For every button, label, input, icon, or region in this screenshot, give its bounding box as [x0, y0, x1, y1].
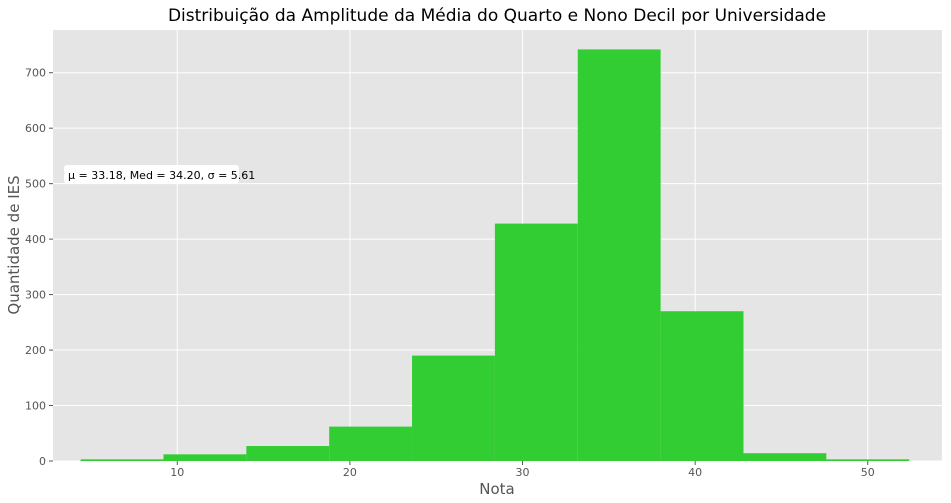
histogram-bar-4: [412, 355, 495, 461]
stats-annotation-box: [64, 165, 239, 184]
histogram-bar-1: [163, 454, 247, 461]
histogram-bar-8: [743, 453, 827, 461]
histogram-bar-9: [826, 459, 910, 461]
y-axis-label: Quantidade de IES: [5, 175, 23, 314]
x-tick-label: 40: [688, 466, 702, 479]
histogram-bar-7: [660, 311, 744, 461]
x-tick-label: 10: [170, 466, 184, 479]
x-axis-label: Nota: [479, 480, 514, 498]
y-tick-label: 700: [25, 67, 46, 80]
histogram-bar-2: [246, 446, 330, 461]
y-tick-label: 100: [25, 400, 46, 413]
histogram-bar-5: [494, 223, 578, 461]
y-tick-label: 300: [25, 289, 46, 302]
chart-title: Distribuição da Amplitude da Média do Qu…: [168, 6, 826, 26]
stats-annotation: μ = 33.18, Med = 34.20, σ = 5.61: [64, 165, 255, 184]
x-tick-label: 20: [343, 466, 357, 479]
x-tick-label: 30: [516, 466, 530, 479]
stats-annotation-text: μ = 33.18, Med = 34.20, σ = 5.61: [68, 169, 255, 182]
histogram-bar-3: [329, 426, 413, 461]
histogram-bar-0: [80, 459, 164, 461]
histogram-bar-6: [577, 49, 661, 461]
histogram-bars: [80, 49, 910, 461]
y-tick-label: 400: [25, 233, 46, 246]
x-tick-label: 50: [861, 466, 875, 479]
y-tick-label: 500: [25, 178, 46, 191]
y-tick-label: 0: [39, 455, 46, 468]
y-tick-label: 600: [25, 122, 46, 135]
y-tick-label: 200: [25, 344, 46, 357]
y-axis-ticks: 0 100 200 300 400 500 600 700: [25, 67, 53, 468]
x-axis-ticks: 10 20 30 40 50: [170, 461, 875, 479]
